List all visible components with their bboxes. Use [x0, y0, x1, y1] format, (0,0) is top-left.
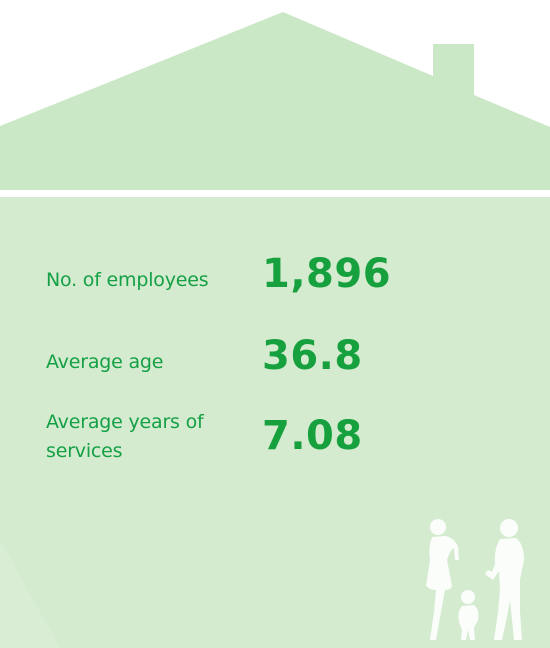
average-years-label: Average years of services: [46, 411, 204, 462]
average-age-label: Average age: [46, 351, 164, 373]
house-body: [0, 197, 550, 648]
family-silhouette-icon: [426, 519, 524, 640]
average-age-value: 36.8: [262, 333, 363, 379]
average-years-value: 7.08: [262, 413, 363, 459]
employees-value: 1,896: [262, 251, 392, 297]
employees-label: No. of employees: [46, 269, 209, 291]
house-roof: [0, 12, 550, 190]
body-sheen: [0, 540, 60, 648]
